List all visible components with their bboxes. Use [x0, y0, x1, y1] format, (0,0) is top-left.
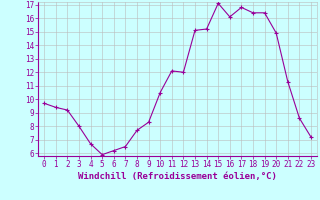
X-axis label: Windchill (Refroidissement éolien,°C): Windchill (Refroidissement éolien,°C) [78, 172, 277, 181]
